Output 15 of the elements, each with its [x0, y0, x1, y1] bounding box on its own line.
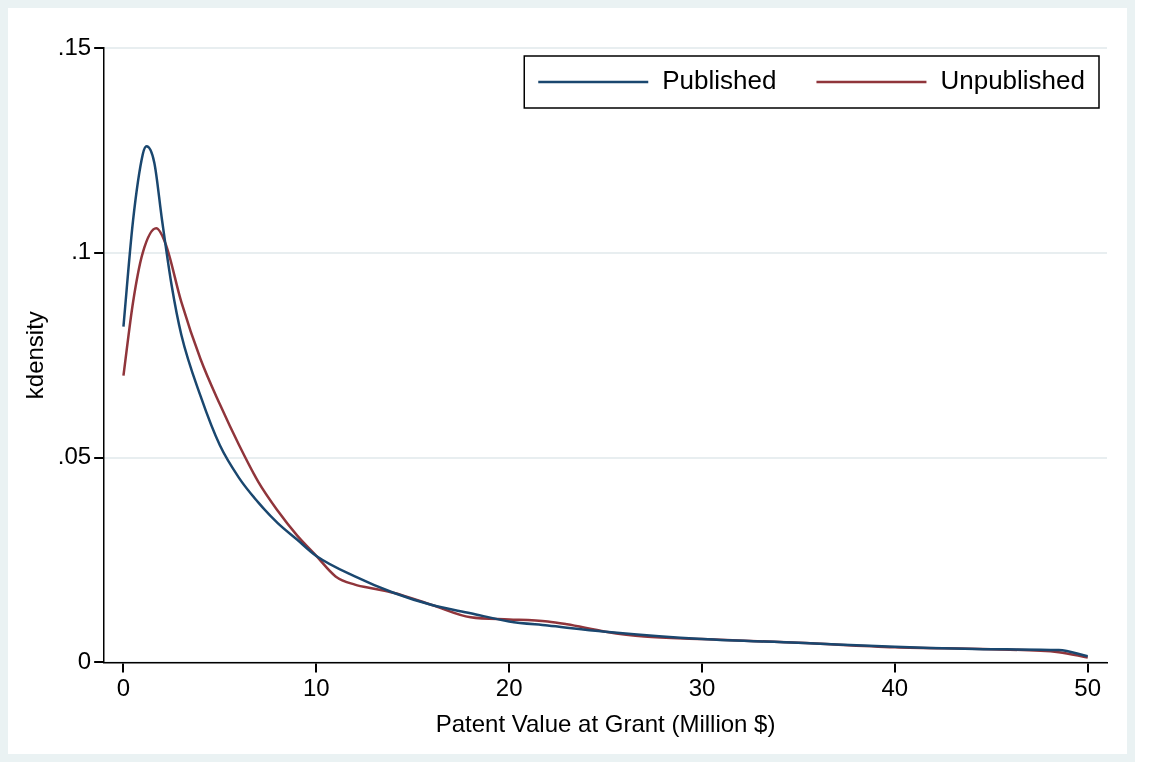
legend-label: Unpublished — [940, 65, 1086, 96]
legend-label: Published — [662, 65, 777, 96]
x-axis-title: Patent Value at Grant (Million $) — [435, 710, 776, 738]
y-tick-label: 0 — [77, 647, 92, 675]
y-axis-title: kdensity — [21, 311, 49, 400]
x-tick-label: 10 — [302, 674, 330, 702]
x-tick-label: 0 — [116, 674, 131, 702]
y-tick-label: .05 — [57, 442, 92, 470]
x-tick-label: 30 — [688, 674, 716, 702]
x-tick-label: 40 — [881, 674, 909, 702]
x-tick-label: 50 — [1074, 674, 1102, 702]
y-tick-label: .15 — [57, 32, 92, 60]
line-series — [122, 145, 1089, 658]
x-tick-label: 20 — [495, 674, 523, 702]
y-tick-label: .1 — [71, 237, 92, 265]
